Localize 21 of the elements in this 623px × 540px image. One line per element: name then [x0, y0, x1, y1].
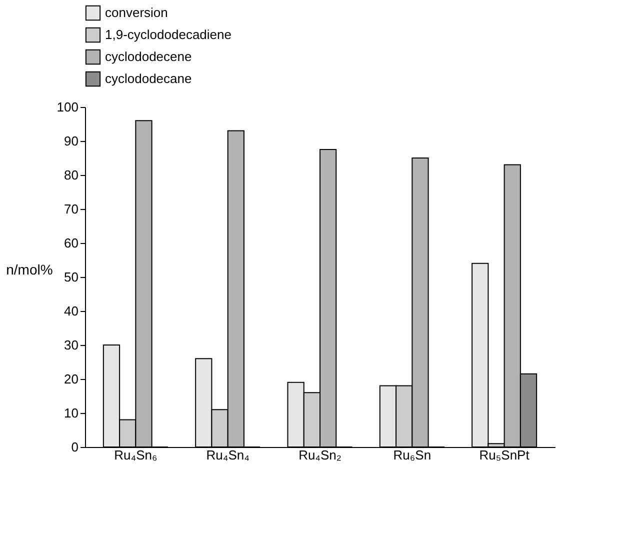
y-tick-label: 100	[56, 100, 78, 114]
x-tick-label: Ru₄Sn₂	[298, 448, 342, 462]
y-tick-label: 80	[64, 168, 78, 182]
x-tick-label: Ru₄Sn₆	[114, 448, 158, 462]
legend-label: 1,9-cyclododecadiene	[105, 27, 232, 42]
y-axis-title: n/mol%	[6, 262, 53, 278]
y-tick-label: 0	[71, 440, 78, 454]
legend-label: cyclododecane	[105, 71, 192, 86]
y-tick-label: 90	[64, 134, 78, 148]
y-tick-label: 40	[64, 304, 78, 318]
legend-label: cyclododecene	[105, 49, 192, 64]
x-tick-label: Ru₆Sn	[393, 448, 432, 462]
y-tick-label: 70	[64, 202, 78, 216]
y-tick-label: 10	[64, 406, 78, 420]
y-tick-label: 20	[64, 372, 78, 386]
y-tick-label: 30	[64, 338, 78, 352]
y-tick-label: 50	[64, 270, 78, 284]
x-tick-label: Ru₅SnPt	[479, 448, 530, 462]
legend-label: conversion	[105, 5, 168, 20]
y-tick-label: 60	[64, 236, 78, 250]
x-tick-label: Ru₄Sn₄	[206, 448, 250, 462]
